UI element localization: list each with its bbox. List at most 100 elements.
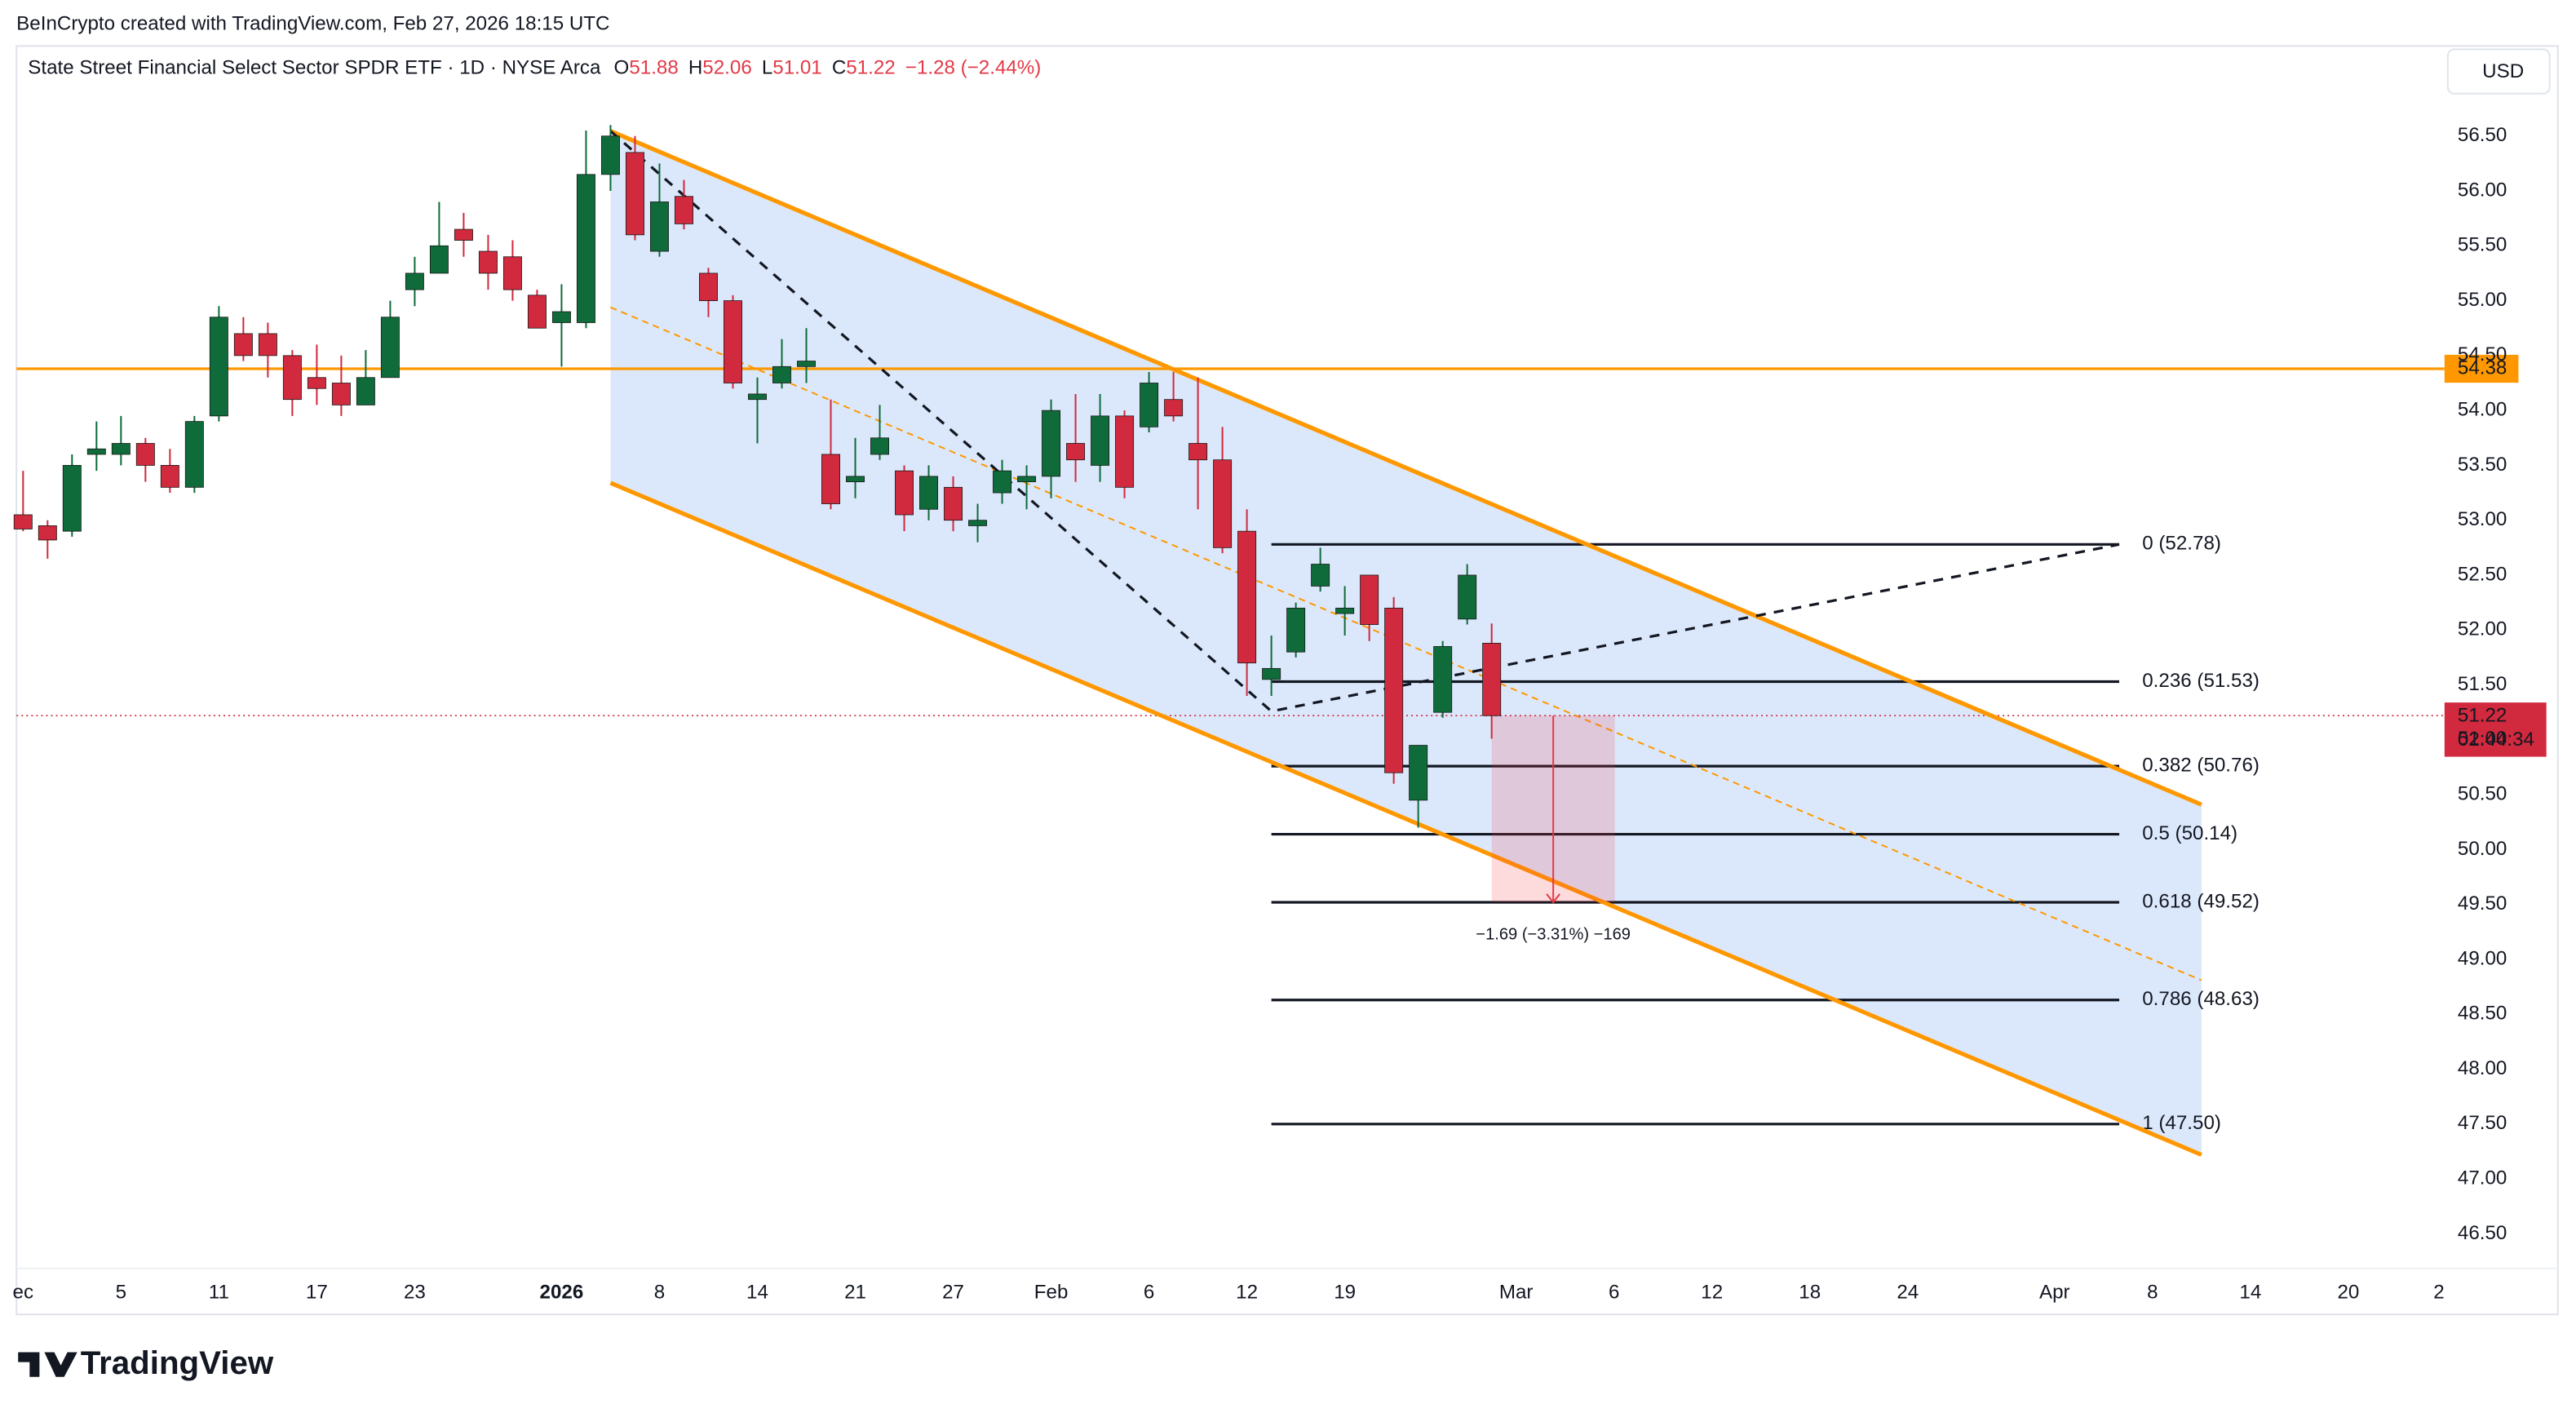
candle-body: [1213, 459, 1233, 548]
countdown: 02:44:34: [2458, 729, 2534, 751]
candle-body: [944, 486, 963, 521]
candle-body: [233, 333, 253, 357]
candle-body: [502, 256, 522, 290]
candle-body: [797, 361, 816, 367]
fib-label: 0 (52.78): [2142, 533, 2221, 555]
candle-body: [600, 135, 620, 175]
y-tick-label: 51.00: [2458, 728, 2507, 750]
candle-body: [38, 525, 57, 541]
x-tick-label: 5: [116, 1281, 126, 1303]
x-tick-label: 6: [1609, 1281, 1619, 1303]
x-tick-label: 14: [746, 1281, 768, 1303]
candle-body: [478, 250, 498, 274]
candle-body: [968, 520, 988, 526]
header: BeInCrypto created with TradingView.com,…: [16, 13, 609, 35]
y-tick-label: 55.00: [2458, 289, 2507, 311]
candle-body: [1066, 443, 1086, 461]
candle-body: [62, 465, 82, 532]
legend-value: 51.01: [772, 57, 821, 79]
candle-body: [870, 437, 890, 455]
y-tick-label: 52.50: [2458, 563, 2507, 585]
candle-body: [625, 152, 644, 236]
y-tick-label: 47.50: [2458, 1112, 2507, 1134]
fib-label: 0.5 (50.14): [2142, 822, 2237, 844]
fib-label: 0.786 (48.63): [2142, 988, 2260, 1010]
y-tick-label: 56.50: [2458, 124, 2507, 146]
channel-mid: [610, 306, 2202, 981]
y-tick-label: 54.50: [2458, 343, 2507, 365]
candle-body: [919, 476, 939, 510]
candle-body: [724, 300, 742, 383]
candle-body: [649, 202, 669, 252]
x-tick-label: 8: [2147, 1281, 2158, 1303]
legend-value: 51.88: [629, 57, 678, 79]
x-tick-label: 6: [1144, 1281, 1154, 1303]
x-tick-label: 8: [654, 1281, 665, 1303]
candle-body: [993, 470, 1012, 494]
candle-body: [748, 393, 767, 401]
candle-body: [1262, 667, 1281, 680]
chart-frame: [15, 45, 2559, 1316]
y-tick-label: 47.00: [2458, 1167, 2507, 1189]
x-tick-label: Apr: [2039, 1281, 2070, 1303]
candle-body: [331, 383, 351, 405]
x-tick-label: 21: [844, 1281, 866, 1303]
y-tick-label: 48.50: [2458, 1003, 2507, 1025]
candle-body: [1433, 646, 1453, 713]
x-tick-label: 23: [404, 1281, 426, 1303]
candle-body: [772, 365, 791, 383]
currency[interactable]: USD: [2482, 60, 2524, 82]
x-tick-label: 27: [942, 1281, 964, 1303]
x-tick-label: ec: [13, 1281, 34, 1303]
x-tick-label: 14: [2239, 1281, 2261, 1303]
channel-lower: [609, 481, 2202, 1157]
hline-price-box: [2444, 354, 2519, 383]
candle-body: [307, 377, 326, 389]
candle-body: [380, 317, 400, 379]
y-tick-label: 51.50: [2458, 673, 2507, 695]
candle-body: [111, 443, 131, 455]
candle-body: [13, 514, 33, 529]
candle-body: [184, 421, 204, 488]
legend-key: L: [762, 57, 772, 79]
fib-label: 0.236 (51.53): [2142, 670, 2260, 692]
candle-body: [405, 272, 424, 290]
x-tick-label: 12: [1236, 1281, 1258, 1303]
y-tick-label: 49.00: [2458, 947, 2507, 969]
measure-label: −1.69 (−3.31%) −169: [1476, 926, 1631, 944]
y-tick-label: 52.00: [2458, 618, 2507, 640]
candle-body: [1017, 476, 1037, 483]
legend-key: O: [614, 57, 630, 79]
candle-body: [551, 311, 571, 323]
candle-body: [1311, 564, 1330, 587]
candle-body: [895, 470, 914, 516]
legend: State Street Financial Select Sector SPD…: [28, 57, 1041, 79]
fib-label: 1 (47.50): [2142, 1112, 2221, 1134]
candle-body: [1140, 383, 1159, 427]
candle-body: [1042, 410, 1061, 477]
brand-logo: TradingView: [18, 1344, 274, 1381]
candle-body: [86, 448, 106, 455]
candle-body: [527, 295, 547, 329]
candle-body: [454, 228, 473, 241]
candle-body: [135, 443, 155, 466]
legend-name: State Street Financial Select Sector SPD…: [28, 57, 601, 79]
y-tick-label: 54.00: [2458, 399, 2507, 421]
currency-button[interactable]: [2446, 48, 2551, 95]
x-tick-label: 18: [1799, 1281, 1821, 1303]
y-tick-label: 53.00: [2458, 508, 2507, 530]
last-price-box: [2444, 702, 2547, 757]
fib-label: 0.618 (49.52): [2142, 890, 2260, 912]
x-tick-label: 17: [306, 1281, 328, 1303]
x-tick-label: 12: [1701, 1281, 1723, 1303]
candle-body: [1384, 607, 1404, 773]
candle-body: [1360, 574, 1379, 625]
candle-body: [821, 454, 840, 504]
last-price: 51.22: [2458, 705, 2507, 727]
zigzag: [609, 130, 2120, 713]
x-tick-label: 20: [2337, 1281, 2359, 1303]
candle-body: [698, 272, 718, 301]
y-tick-label: 46.50: [2458, 1222, 2507, 1244]
